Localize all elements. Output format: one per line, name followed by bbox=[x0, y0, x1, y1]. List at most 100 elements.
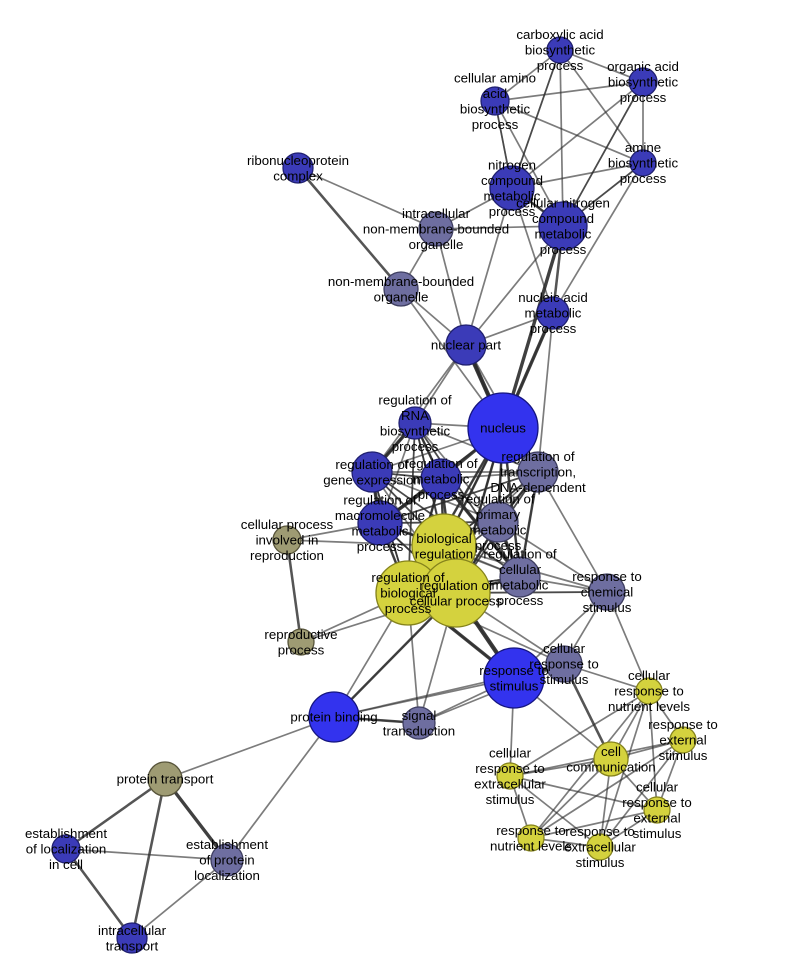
svg-text:establishment: establishment bbox=[25, 826, 107, 841]
svg-text:extracellular: extracellular bbox=[564, 840, 636, 855]
svg-text:process: process bbox=[418, 487, 465, 502]
svg-text:transduction: transduction bbox=[383, 723, 455, 738]
svg-text:biosynthetic: biosynthetic bbox=[608, 156, 679, 171]
svg-text:response to: response to bbox=[622, 795, 691, 810]
svg-text:response to: response to bbox=[648, 717, 717, 732]
svg-text:stimulus: stimulus bbox=[540, 672, 589, 687]
svg-text:response to: response to bbox=[529, 657, 598, 672]
svg-text:process: process bbox=[278, 642, 325, 657]
svg-text:metabolic: metabolic bbox=[492, 577, 549, 592]
svg-text:process: process bbox=[537, 58, 584, 73]
svg-text:process: process bbox=[620, 171, 667, 186]
svg-text:metabolic: metabolic bbox=[525, 306, 582, 321]
svg-text:cellular: cellular bbox=[489, 745, 532, 760]
svg-text:cellular process: cellular process bbox=[241, 517, 334, 532]
svg-text:reproduction: reproduction bbox=[250, 548, 324, 563]
svg-text:stimulus: stimulus bbox=[490, 678, 539, 693]
svg-text:intracellular: intracellular bbox=[98, 923, 167, 938]
svg-text:of localization: of localization bbox=[26, 842, 107, 857]
svg-text:nucleus: nucleus bbox=[480, 421, 526, 436]
svg-text:nuclear part: nuclear part bbox=[431, 338, 502, 353]
svg-text:cellular: cellular bbox=[543, 641, 586, 656]
svg-text:cellular: cellular bbox=[499, 562, 542, 577]
svg-text:nitrogen: nitrogen bbox=[488, 157, 536, 172]
svg-text:regulation of: regulation of bbox=[335, 457, 408, 472]
svg-text:process: process bbox=[392, 439, 439, 454]
svg-text:cellular process: cellular process bbox=[410, 593, 503, 608]
svg-text:in cell: in cell bbox=[49, 857, 83, 872]
svg-text:compound: compound bbox=[532, 211, 594, 226]
svg-text:response to: response to bbox=[614, 684, 683, 699]
svg-text:biological: biological bbox=[416, 531, 471, 546]
svg-text:organelle: organelle bbox=[374, 289, 429, 304]
svg-text:stimulus: stimulus bbox=[659, 748, 708, 763]
svg-text:reproductive: reproductive bbox=[264, 627, 337, 642]
svg-text:amine: amine bbox=[625, 140, 661, 155]
svg-text:response to: response to bbox=[496, 823, 565, 838]
svg-text:metabolic: metabolic bbox=[413, 472, 470, 487]
svg-text:external: external bbox=[659, 733, 706, 748]
svg-text:cellular amino: cellular amino bbox=[454, 70, 536, 85]
svg-text:complex: complex bbox=[273, 168, 323, 183]
svg-text:transport: transport bbox=[106, 938, 159, 953]
svg-text:process: process bbox=[357, 539, 404, 554]
svg-text:process: process bbox=[620, 90, 667, 105]
svg-text:non-membrane-bounded: non-membrane-bounded bbox=[328, 274, 474, 289]
svg-text:communication: communication bbox=[566, 759, 655, 774]
svg-text:process: process bbox=[530, 321, 577, 336]
svg-text:RNA: RNA bbox=[401, 408, 429, 423]
svg-text:metabolic: metabolic bbox=[535, 226, 592, 241]
svg-text:carboxylic acid: carboxylic acid bbox=[516, 27, 603, 42]
svg-text:stimulus: stimulus bbox=[576, 855, 625, 870]
svg-text:nucleic acid: nucleic acid bbox=[518, 290, 587, 305]
svg-text:involved in: involved in bbox=[256, 533, 319, 548]
svg-text:nutrient levels: nutrient levels bbox=[490, 838, 572, 853]
svg-text:organelle: organelle bbox=[409, 237, 464, 252]
svg-text:biosynthetic: biosynthetic bbox=[608, 75, 679, 90]
svg-text:regulation of: regulation of bbox=[404, 456, 477, 471]
svg-text:nutrient levels: nutrient levels bbox=[608, 699, 690, 714]
svg-text:response to: response to bbox=[565, 824, 634, 839]
svg-text:biosynthetic: biosynthetic bbox=[380, 423, 451, 438]
svg-text:stimulus: stimulus bbox=[633, 826, 682, 841]
svg-text:stimulus: stimulus bbox=[486, 792, 535, 807]
svg-text:regulation of: regulation of bbox=[419, 578, 492, 593]
svg-text:protein transport: protein transport bbox=[117, 772, 214, 787]
svg-text:extracellular: extracellular bbox=[474, 776, 546, 791]
svg-text:organic acid: organic acid bbox=[607, 59, 679, 74]
svg-text:cell: cell bbox=[601, 744, 621, 759]
svg-text:ribonucleoprotein: ribonucleoprotein bbox=[247, 153, 349, 168]
svg-text:response to: response to bbox=[475, 761, 544, 776]
svg-text:chemical: chemical bbox=[581, 585, 634, 600]
svg-text:signal: signal bbox=[402, 708, 437, 723]
svg-text:cellular: cellular bbox=[628, 668, 671, 683]
svg-text:biosynthetic: biosynthetic bbox=[525, 43, 596, 58]
svg-text:regulation: regulation bbox=[415, 546, 473, 561]
svg-text:process: process bbox=[540, 242, 587, 257]
svg-text:process: process bbox=[497, 593, 544, 608]
svg-text:cellular: cellular bbox=[636, 779, 679, 794]
svg-text:regulation of: regulation of bbox=[483, 546, 556, 561]
svg-text:process: process bbox=[472, 117, 519, 132]
svg-text:intracellular: intracellular bbox=[402, 206, 471, 221]
svg-text:compound: compound bbox=[481, 173, 543, 188]
svg-text:gene expression: gene expression bbox=[323, 472, 421, 487]
svg-text:of protein: of protein bbox=[199, 853, 254, 868]
svg-text:transcription,: transcription, bbox=[500, 465, 576, 480]
svg-text:cellular nitrogen: cellular nitrogen bbox=[516, 195, 610, 210]
svg-text:stimulus: stimulus bbox=[583, 600, 632, 615]
svg-text:primary: primary bbox=[476, 507, 521, 522]
svg-text:response to: response to bbox=[572, 569, 641, 584]
svg-text:acid: acid bbox=[483, 86, 507, 101]
svg-text:macromolecule: macromolecule bbox=[335, 508, 425, 523]
svg-text:localization: localization bbox=[194, 868, 260, 883]
svg-text:biosynthetic: biosynthetic bbox=[460, 101, 531, 116]
svg-text:regulation of: regulation of bbox=[378, 392, 451, 407]
svg-text:regulation of: regulation of bbox=[501, 449, 574, 464]
svg-text:non-membrane-bounded: non-membrane-bounded bbox=[363, 222, 509, 237]
svg-text:metabolic: metabolic bbox=[352, 523, 409, 538]
svg-text:protein binding: protein binding bbox=[290, 710, 377, 725]
svg-text:metabolic: metabolic bbox=[470, 522, 527, 537]
svg-text:regulation of: regulation of bbox=[343, 492, 416, 507]
svg-text:regulation of: regulation of bbox=[461, 491, 534, 506]
